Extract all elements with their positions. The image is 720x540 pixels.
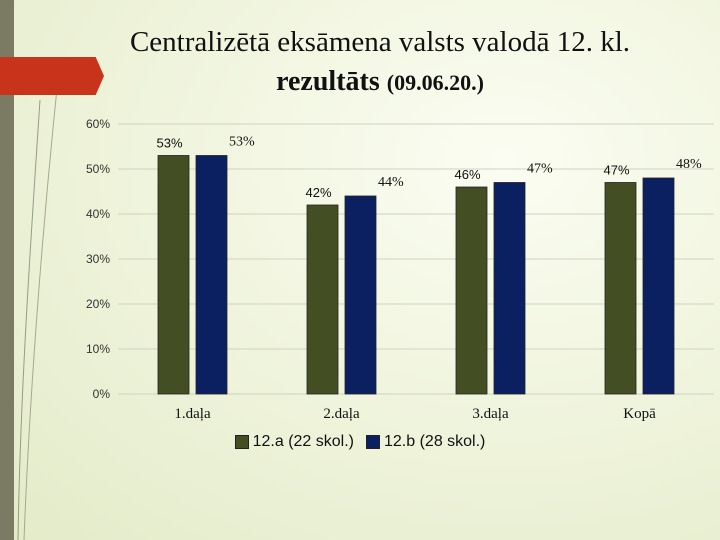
legend: 12.a (22 skol.) 12.b (28 skol.) xyxy=(0,433,720,451)
data-label: 48% xyxy=(676,157,702,172)
accent-arrow xyxy=(0,57,104,95)
y-tick-label: 20% xyxy=(86,297,110,311)
title-date: (09.06.20.) xyxy=(386,70,484,95)
title-line-2: rezultāts (09.06.20.) xyxy=(60,66,700,98)
y-tick-label: 0% xyxy=(93,387,111,401)
title-rezultats: rezultāts xyxy=(276,66,380,97)
y-tick-label: 50% xyxy=(86,162,110,176)
data-label: 47% xyxy=(527,162,553,177)
legend-label-a: 12.a (22 skol.) xyxy=(252,433,354,450)
x-tick-label: 1.daļa xyxy=(174,406,211,422)
bar xyxy=(455,186,488,395)
decorative-lines xyxy=(17,59,61,540)
legend-label-b: 12.b (28 skol.) xyxy=(384,433,486,450)
bar xyxy=(344,195,377,395)
data-label: 47% xyxy=(603,163,629,178)
legend-item-b: 12.b (28 skol.) xyxy=(366,433,485,451)
bar xyxy=(642,177,675,395)
title-line-1: Centralizētā eksāmena valsts valodā 12. … xyxy=(129,26,631,58)
bar xyxy=(195,155,228,395)
legend-item-a: 12.a (22 skol.) xyxy=(234,433,354,451)
data-label: 53% xyxy=(229,135,255,150)
y-tick-label: 10% xyxy=(86,342,110,356)
bar xyxy=(604,182,637,395)
y-tick-label: 60% xyxy=(86,117,110,131)
x-tick-label: 2.daļa xyxy=(323,406,360,422)
data-label: 44% xyxy=(378,175,404,190)
data-label: 42% xyxy=(305,185,331,200)
x-tick-label: 3.daļa xyxy=(472,406,509,422)
y-tick-label: 30% xyxy=(86,252,110,266)
bar xyxy=(306,204,339,395)
data-label: 46% xyxy=(454,167,480,182)
bar xyxy=(157,155,190,395)
legend-swatch-b xyxy=(366,435,380,449)
data-label: 53% xyxy=(156,136,182,151)
bar xyxy=(493,182,526,395)
y-tick-label: 40% xyxy=(86,207,110,221)
side-bar xyxy=(0,0,14,540)
legend-swatch-a xyxy=(234,435,249,449)
x-tick-label: Kopā xyxy=(623,406,656,422)
